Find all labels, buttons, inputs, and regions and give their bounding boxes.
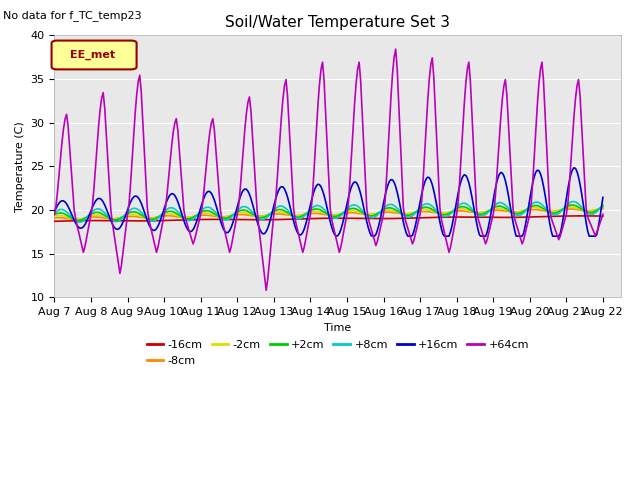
Title: Soil/Water Temperature Set 3: Soil/Water Temperature Set 3 (225, 15, 451, 30)
FancyBboxPatch shape (52, 41, 136, 70)
Text: No data for f_TC_temp23: No data for f_TC_temp23 (3, 10, 142, 21)
Y-axis label: Temperature (C): Temperature (C) (15, 121, 25, 212)
Legend: -16cm, -8cm, -2cm, +2cm, +8cm, +16cm, +64cm: -16cm, -8cm, -2cm, +2cm, +8cm, +16cm, +6… (142, 336, 533, 370)
Text: EE_met: EE_met (70, 50, 115, 60)
X-axis label: Time: Time (324, 323, 351, 333)
